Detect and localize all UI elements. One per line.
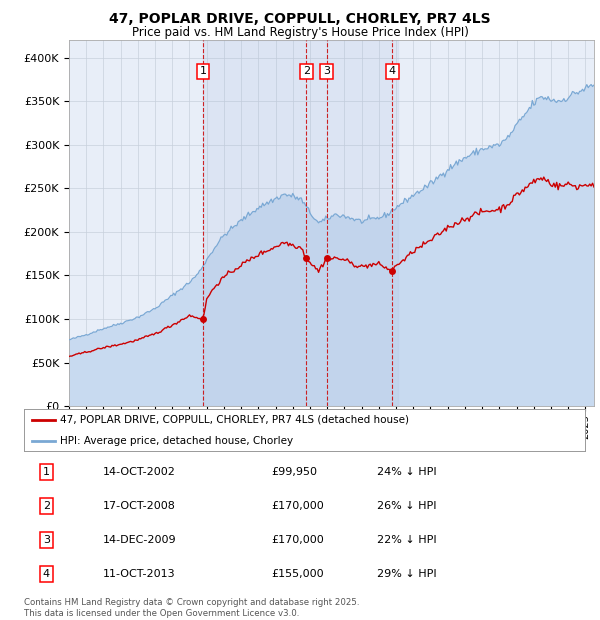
Text: £155,000: £155,000 — [271, 569, 323, 579]
Text: 4: 4 — [43, 569, 50, 579]
Text: £99,950: £99,950 — [271, 467, 317, 477]
Text: 1: 1 — [43, 467, 50, 477]
Text: 29% ↓ HPI: 29% ↓ HPI — [377, 569, 437, 579]
Text: 1: 1 — [200, 66, 206, 76]
Text: 22% ↓ HPI: 22% ↓ HPI — [377, 535, 437, 545]
Text: 17-OCT-2008: 17-OCT-2008 — [103, 501, 175, 511]
Bar — [203, 40, 398, 406]
Text: 24% ↓ HPI: 24% ↓ HPI — [377, 467, 437, 477]
Text: 14-DEC-2009: 14-DEC-2009 — [103, 535, 176, 545]
Text: £170,000: £170,000 — [271, 535, 323, 545]
Text: 2: 2 — [303, 66, 310, 76]
Text: 47, POPLAR DRIVE, COPPULL, CHORLEY, PR7 4LS: 47, POPLAR DRIVE, COPPULL, CHORLEY, PR7 … — [109, 12, 491, 27]
Text: 11-OCT-2013: 11-OCT-2013 — [103, 569, 175, 579]
Text: £170,000: £170,000 — [271, 501, 323, 511]
Text: Price paid vs. HM Land Registry's House Price Index (HPI): Price paid vs. HM Land Registry's House … — [131, 26, 469, 39]
Text: 47, POPLAR DRIVE, COPPULL, CHORLEY, PR7 4LS (detached house): 47, POPLAR DRIVE, COPPULL, CHORLEY, PR7 … — [61, 415, 409, 425]
Text: 26% ↓ HPI: 26% ↓ HPI — [377, 501, 437, 511]
Text: 4: 4 — [389, 66, 396, 76]
Text: 3: 3 — [43, 535, 50, 545]
Text: Contains HM Land Registry data © Crown copyright and database right 2025.: Contains HM Land Registry data © Crown c… — [24, 598, 359, 607]
Text: 14-OCT-2002: 14-OCT-2002 — [103, 467, 175, 477]
Text: This data is licensed under the Open Government Licence v3.0.: This data is licensed under the Open Gov… — [24, 609, 299, 618]
Text: 2: 2 — [43, 501, 50, 511]
Text: HPI: Average price, detached house, Chorley: HPI: Average price, detached house, Chor… — [61, 436, 293, 446]
Text: 3: 3 — [323, 66, 330, 76]
